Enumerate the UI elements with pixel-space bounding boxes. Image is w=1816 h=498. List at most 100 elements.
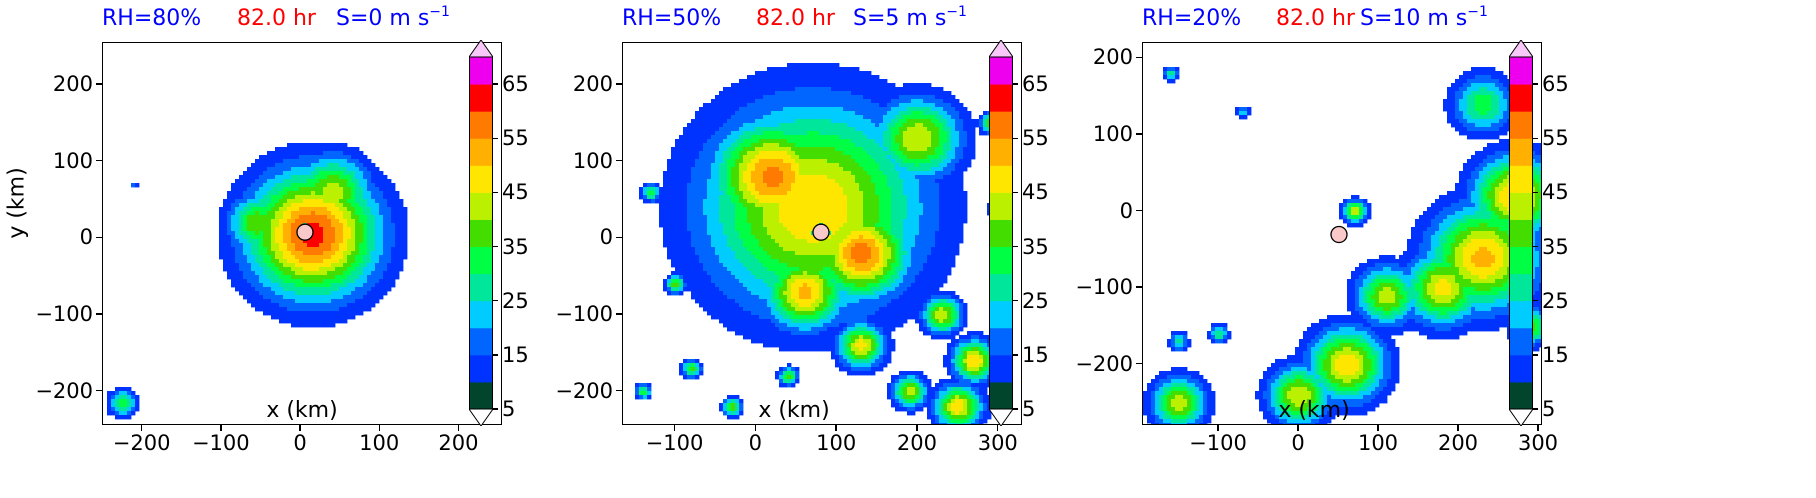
y-tick-label: −100 <box>1075 275 1133 300</box>
colorbar-bin <box>1509 300 1533 329</box>
x-tick-label: 0 <box>1291 431 1305 455</box>
x-tick-mark <box>1457 425 1459 431</box>
colorbar-bin <box>469 273 493 302</box>
colorbar-tick-label: 35 <box>502 234 529 259</box>
colorbar-tick-label: 35 <box>1542 234 1569 259</box>
colorbar-bin <box>989 84 1013 112</box>
y-tick-label: −200 <box>35 378 93 403</box>
x-tick-label: 100 <box>359 431 400 455</box>
title-shear-exp: −1 <box>429 4 450 20</box>
y-tick-label: −100 <box>35 301 93 326</box>
title-rh: RH=20% <box>1142 6 1242 31</box>
y-tick-label: −100 <box>555 301 613 326</box>
x-tick-mark <box>378 425 380 431</box>
y-tick-label: 100 <box>572 148 613 173</box>
x-tick-label: −100 <box>1189 431 1247 455</box>
colorbar-bin <box>1509 84 1533 112</box>
colorbar-bin <box>989 111 1013 139</box>
y-tick-mark <box>1136 133 1142 135</box>
x-tick-mark <box>1217 425 1219 431</box>
y-tick-label: 100 <box>52 148 93 173</box>
colorbar-bin <box>469 327 493 356</box>
colorbar-bin <box>1509 381 1533 410</box>
x-tick-mark <box>220 425 222 431</box>
y-tick-mark <box>1136 209 1142 212</box>
colorbar-tick-label: 15 <box>1022 342 1049 367</box>
field-cells <box>1143 67 1541 424</box>
field-cells <box>635 63 1012 424</box>
colorbar-tick-mark <box>493 191 498 194</box>
storm-center-marker <box>1330 225 1348 244</box>
colorbar-graphic <box>1509 40 1533 426</box>
x-tick-label: 300 <box>1517 431 1559 455</box>
colorbar-bin <box>469 219 493 248</box>
x-tick-label: −100 <box>645 431 704 455</box>
colorbar-bin <box>989 192 1013 220</box>
colorbar-tick-mark <box>1533 137 1538 139</box>
colorbar-tick-label: 55 <box>1022 126 1049 151</box>
colorbar-bin <box>469 111 493 139</box>
colorbar-tick-mark <box>1533 408 1538 410</box>
colorbar-bin <box>469 165 493 193</box>
plot-area <box>1142 42 1542 425</box>
y-tick-mark <box>96 160 102 162</box>
colorbar-bin <box>989 273 1013 302</box>
y-tick-label: 200 <box>52 72 93 97</box>
y-tick-mark <box>96 389 102 392</box>
colorbar-tick-label: 45 <box>1542 180 1569 205</box>
colorbar-tick-mark <box>493 408 498 410</box>
x-tick-mark <box>1297 425 1299 431</box>
colorbar-tick-mark <box>1013 354 1018 356</box>
y-tick-mark <box>1136 286 1142 288</box>
colorbar-tick-label: 45 <box>502 180 529 205</box>
y-tick-label: 0 <box>599 225 613 250</box>
x-tick-mark <box>916 425 918 431</box>
title-time: 82.0 hr <box>237 6 316 31</box>
colorbar-lower-extend <box>469 408 493 426</box>
colorbar-tick-mark <box>493 245 498 248</box>
x-tick-label: 200 <box>438 431 479 455</box>
colorbar-bin <box>989 381 1013 410</box>
storm-center-marker <box>296 223 314 241</box>
reflectivity-field <box>1143 67 1541 424</box>
colorbar-bin <box>1509 327 1533 356</box>
panel-rh50: RH=50% 82.0 hr S=5 m s−1 −100 0 100 200 300 −… <box>520 0 1120 498</box>
colorbar-tick-label: 25 <box>502 288 529 313</box>
y-tick-label: −200 <box>1075 351 1133 376</box>
colorbar-bin <box>469 138 493 166</box>
y-tick-mark <box>96 313 102 315</box>
colorbar-tick-mark <box>493 137 498 139</box>
colorbar <box>469 40 493 426</box>
y-tick-mark <box>96 83 102 85</box>
title-shear: S=0 m s−1 <box>336 4 450 31</box>
y-tick-mark <box>616 160 622 162</box>
colorbar-upper-extend <box>469 40 493 58</box>
title-time: 82.0 hr <box>756 6 835 31</box>
colorbar-bin <box>1509 273 1533 302</box>
field-cells <box>107 143 408 420</box>
x-tick-mark <box>997 425 999 431</box>
x-tick-label: 200 <box>1437 431 1479 455</box>
colorbar-bin <box>469 246 493 275</box>
colorbar-bin <box>989 246 1013 275</box>
colorbar-bin <box>989 300 1013 329</box>
title-shear-exp: −1 <box>946 4 967 20</box>
panel-rh20: RH=20% 82.0 hr S=10 m s−1 −100 0 100 200 300… <box>1040 0 1640 498</box>
colorbar-tick-mark <box>1533 299 1538 302</box>
title-shear-text: S=0 m s <box>336 6 430 31</box>
storm-center-marker <box>812 223 830 241</box>
title-time: 82.0 hr <box>1276 6 1355 31</box>
colorbar-tick-mark <box>1533 191 1538 194</box>
colorbar-bin <box>469 381 493 410</box>
y-tick-label: 0 <box>79 225 93 250</box>
title-shear-text: S=10 m s <box>1360 6 1468 31</box>
y-tick-label: 100 <box>1092 121 1133 146</box>
colorbar <box>989 40 1013 426</box>
colorbar-bin <box>1509 192 1533 220</box>
colorbar-bin <box>469 84 493 112</box>
colorbar-bin <box>469 300 493 329</box>
colorbar-bin <box>989 327 1013 356</box>
x-tick-mark <box>1537 425 1539 431</box>
title-rh: RH=50% <box>622 6 722 31</box>
colorbar-bin <box>1509 219 1533 248</box>
